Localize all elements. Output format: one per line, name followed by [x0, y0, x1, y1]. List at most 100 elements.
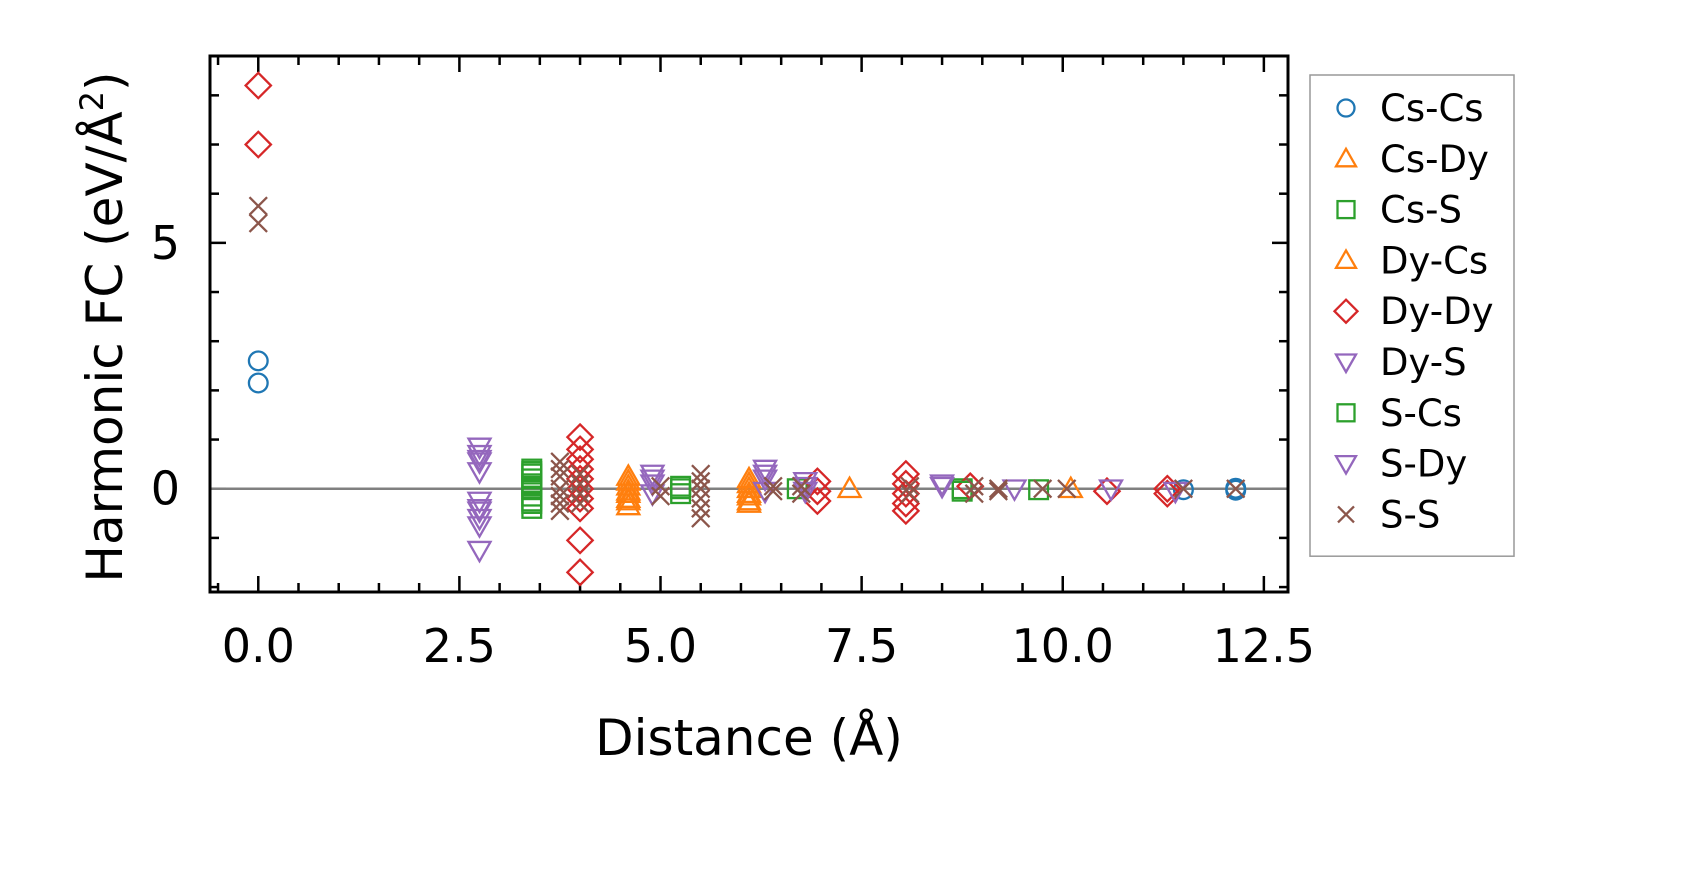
point-dy-s: [752, 469, 779, 493]
x-tick-label: 12.5: [1213, 619, 1315, 673]
point-dy-s: [929, 474, 956, 498]
point-dy-dy: [243, 71, 273, 100]
point-s-s: [550, 486, 570, 506]
point-s-s: [1033, 479, 1053, 499]
point-dy-s: [466, 462, 493, 485]
point-dy-dy: [891, 496, 921, 526]
legend-marker-s-dy: [1334, 454, 1358, 476]
series-s-s: [248, 196, 1246, 528]
point-s-dy: [1001, 479, 1028, 503]
y-tick-label: 0: [151, 462, 180, 516]
point-s-cs: [521, 461, 543, 483]
legend-marker-cs-dy: [1334, 146, 1358, 168]
point-dy-s: [466, 501, 493, 525]
point-dy-s: [466, 540, 493, 564]
point-s-s: [691, 488, 711, 509]
point-dy-dy: [565, 444, 595, 474]
plot-area-frame: [208, 54, 1290, 594]
legend: Cs-Cs Cs-Dy Cs-S Dy-Cs Dy-Dy Dy-S S-Cs S-Dy S-S: [1309, 74, 1515, 557]
point-s-s: [900, 476, 920, 496]
point-cs-cs: [247, 372, 269, 394]
point-dy-dy: [955, 471, 985, 501]
point-dy-dy: [891, 479, 921, 508]
point-cs-dy: [736, 487, 762, 511]
point-s-dy: [639, 469, 666, 493]
point-dy-dy: [565, 454, 595, 484]
x-tick-label: 5.0: [624, 619, 697, 673]
point-s-cs: [521, 492, 543, 514]
point-s-s: [248, 213, 268, 233]
legend-label-s-cs: S-Cs: [1380, 392, 1462, 435]
x-tick-label: 7.5: [825, 619, 898, 673]
legend-label-cs-cs: Cs-Cs: [1380, 87, 1484, 130]
legend-marker-dy-cs: [1334, 248, 1358, 270]
legend-marker-dy-s: [1334, 353, 1358, 375]
point-s-cs: [670, 478, 692, 500]
x-tick-label: 10.0: [1012, 619, 1114, 673]
point-dy-dy: [243, 130, 273, 159]
y-axis-title-main: Harmonic FC (eV/Å: [76, 111, 134, 582]
point-s-s: [550, 501, 570, 521]
point-dy-dy: [565, 526, 595, 555]
point-s-s: [691, 508, 711, 528]
point-s-dy: [929, 476, 956, 500]
point-s-s: [550, 459, 570, 479]
legend-label-dy-s: Dy-S: [1380, 341, 1467, 384]
point-cs-cs: [1225, 477, 1247, 499]
x-axis-title: Distance (Å): [595, 709, 903, 767]
y-axis-title-superscript: 2: [73, 91, 111, 111]
legend-marker-s-cs: [1336, 403, 1356, 423]
point-s-s: [763, 476, 783, 496]
point-s-s: [791, 476, 811, 496]
legend-label-dy-dy: Dy-Dy: [1380, 290, 1493, 333]
y-axis-title-close: ): [76, 71, 134, 91]
point-cs-dy: [836, 475, 863, 499]
x-tick-label: 0.0: [222, 619, 295, 673]
point-s-s: [550, 479, 570, 499]
point-s-s: [570, 484, 590, 504]
point-s-s: [570, 464, 590, 484]
point-s-s: [248, 196, 268, 216]
point-s-s: [570, 474, 590, 494]
point-dy-cs: [736, 490, 762, 513]
point-dy-s: [466, 444, 493, 468]
point-s-s: [900, 484, 920, 504]
point-cs-cs: [1172, 479, 1194, 501]
point-cs-s: [670, 483, 692, 505]
point-s-s: [691, 464, 711, 484]
y-tick-label: 5: [151, 216, 180, 270]
point-dy-dy: [565, 435, 595, 464]
point-dy-cs: [615, 477, 642, 501]
point-dy-dy: [1153, 474, 1182, 504]
point-cs-dy: [615, 492, 642, 516]
point-dy-dy: [1092, 476, 1122, 506]
point-s-s: [988, 481, 1009, 501]
legend-box: [1309, 74, 1515, 557]
point-s-s: [988, 479, 1009, 499]
x-tick-label: 2.5: [423, 619, 496, 673]
series-dy-dy: [243, 71, 1182, 587]
x-tick-labels: 0.0 2.5 5.0 7.5 10.0 12.5: [222, 619, 1315, 673]
point-dy-s: [466, 437, 493, 461]
legend-marker-cs-s: [1336, 199, 1356, 220]
point-s-dy: [752, 464, 779, 488]
point-s-s: [650, 476, 671, 496]
point-s-s: [691, 479, 711, 499]
point-cs-s: [1028, 479, 1050, 501]
point-s-s: [964, 484, 984, 504]
point-cs-s: [521, 497, 543, 519]
legend-label-cs-s: Cs-S: [1380, 189, 1462, 232]
legend-marker-s-s: [1337, 505, 1355, 524]
point-s-s: [1173, 479, 1194, 499]
point-cs-dy: [615, 480, 642, 504]
point-cs-dy: [736, 475, 762, 499]
point-dy-dy: [565, 422, 595, 452]
point-dy-s: [1098, 479, 1124, 503]
point-cs-cs: [247, 350, 269, 372]
series-s-cs: [521, 461, 973, 514]
legend-label-dy-cs: Dy-Cs: [1380, 239, 1488, 282]
point-s-s: [1057, 479, 1077, 499]
point-s-s: [550, 452, 570, 472]
point-dy-dy: [565, 494, 595, 523]
